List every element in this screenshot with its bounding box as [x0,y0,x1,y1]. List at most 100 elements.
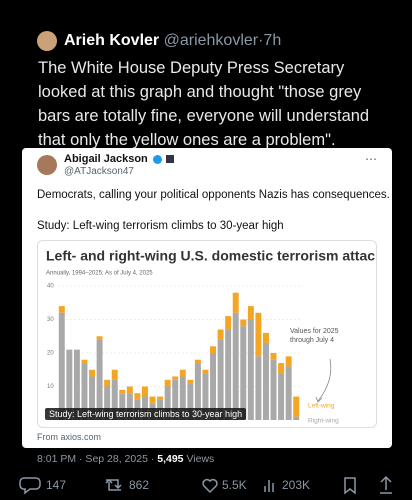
bar [232,312,239,420]
action-bar: 147 862 5.5K 203K [19,475,392,495]
bar [262,332,269,343]
y-tick-label: 20 [47,351,54,357]
quoted-avatar[interactable] [37,155,57,175]
repost-icon[interactable] [105,478,122,491]
bar [96,336,103,340]
bar [285,356,292,367]
bar [126,393,133,420]
bar [104,379,111,387]
chart-title: Left- and right-wing U.S. domestic terro… [46,248,376,264]
views-icon[interactable] [264,480,274,492]
bookmark-icon[interactable] [344,477,356,495]
timestamp-line: 8:01 PM · Sep 28, 2025 · 5,495 Views [37,453,214,465]
views-count: 5,495 [157,453,184,465]
chart-card[interactable]: Left- and right-wing U.S. domestic terro… [37,240,377,428]
bar [210,353,217,420]
bar [58,312,65,420]
avatar[interactable] [37,31,57,51]
bar [293,396,300,417]
author[interactable]: Arieh Kovler [64,32,160,49]
bar [111,369,118,380]
chart-subtitle: Annually, 1994–2025; As of July 4, 2025 [46,271,153,277]
share-icon[interactable] [380,475,392,494]
bar [285,366,292,420]
chart: Left- and right-wing U.S. domestic terro… [46,248,376,425]
bar [247,319,254,420]
bar [179,369,186,377]
bar [126,386,133,394]
bar [81,363,88,420]
bar [255,356,262,420]
tweet-header: Arieh Kovler @ariehkovler·7h [64,31,281,51]
bar [270,353,277,360]
bar [89,376,96,420]
like-icon[interactable] [202,478,218,494]
bar [247,306,254,320]
bar [164,379,171,387]
reply-count: 147 [46,478,66,492]
views-label: Views [186,453,215,465]
bar [58,306,65,313]
bar [89,369,96,377]
image-caption: Study: Left-wing terrorism climbs to 30-… [45,408,247,420]
bar [278,373,285,420]
view-count: 203K [282,478,310,492]
quoted-headline: Study: Left-wing terrorism climbs to 30-… [37,220,284,232]
bar [164,386,171,420]
bar [202,373,209,420]
bar [81,359,88,364]
bar [187,379,194,384]
bar [262,342,269,420]
like-count: 5.5K [222,478,247,492]
bar [255,312,262,357]
y-tick-label: 10 [47,384,54,390]
bar [73,349,80,420]
bar [293,416,300,420]
annotation-arrow [317,358,332,402]
bar [172,376,179,380]
time[interactable]: 7h [263,32,282,49]
bar [157,396,164,400]
more-menu[interactable]: ⋯ [365,152,377,166]
bar [270,359,277,420]
bar [240,319,247,327]
bar [149,396,156,404]
bar [172,379,179,420]
bar [134,393,141,400]
quoted-handle[interactable]: @ATJackson47 [64,166,134,177]
reply-icon[interactable] [19,477,41,495]
bar [141,386,148,397]
bar [225,316,232,330]
bar [240,326,247,420]
legend-label: Left-wing [308,403,335,410]
bar [210,346,217,353]
bar [217,339,224,420]
bar [232,292,239,313]
quoted-text: Democrats, calling your political oppone… [37,189,390,201]
timestamp[interactable]: 8:01 PM · Sep 28, 2025 · [37,453,155,465]
bar [111,379,118,420]
bar [119,389,126,394]
bar [187,383,194,420]
source[interactable]: From axios.com [37,432,102,442]
affiliate-badge [166,155,174,163]
bar [194,359,201,364]
bar [119,393,126,420]
bar [104,386,111,420]
bar [225,329,232,420]
bar [194,363,201,420]
annotation: Values for 2025 through July 4 [290,328,339,344]
separator: · [258,32,264,49]
tweet-text: The White House Deputy Press Secretary l… [38,59,370,149]
bar [217,329,224,340]
y-tick-label: 40 [47,284,54,290]
y-tick-label: 30 [47,317,54,323]
quoted-author[interactable]: Abigail Jackson [64,153,148,165]
bar [96,339,103,420]
bar [66,349,73,420]
bar [179,376,186,420]
legend-label: Right-wing [308,418,339,425]
handle[interactable]: @ariehkovler [163,32,259,49]
verified-badge [153,155,162,164]
